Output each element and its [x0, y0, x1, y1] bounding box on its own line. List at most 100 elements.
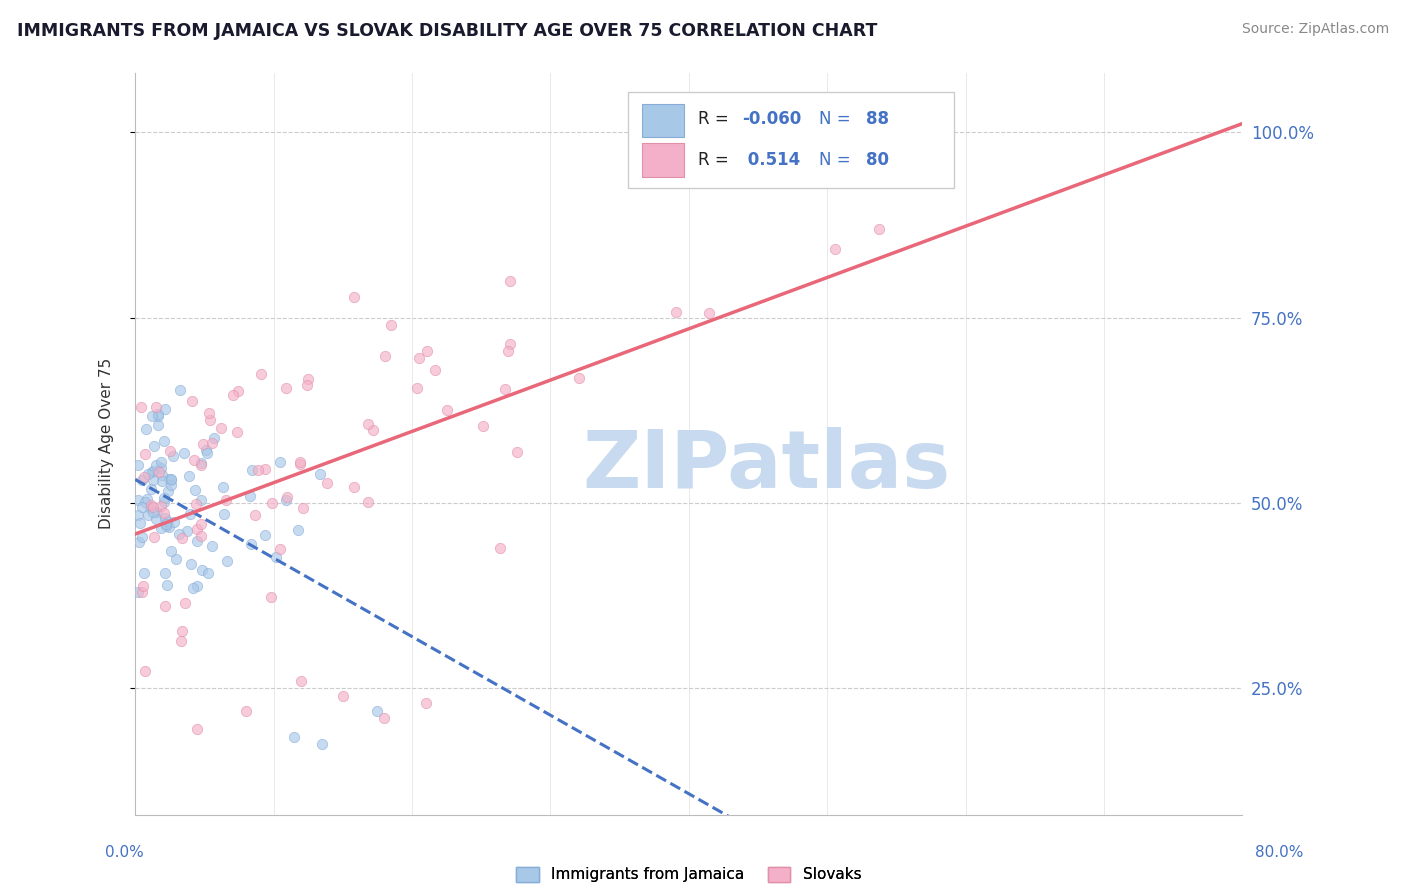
Point [181, 581, 204, 595]
Point [142, 530, 165, 544]
Point [150, 468, 173, 483]
Point [169, 384, 191, 398]
Point [423, 363, 446, 377]
Y-axis label: Disability Age Over 75: Disability Age Over 75 [100, 359, 114, 529]
Point [160, 478, 183, 492]
Text: 88: 88 [866, 110, 889, 128]
Point [146, 409, 169, 423]
Point [259, 590, 281, 604]
Point [142, 464, 165, 478]
Point [361, 423, 384, 437]
Point [342, 290, 364, 304]
Point [276, 490, 298, 504]
Point [496, 344, 519, 359]
Point [143, 439, 166, 453]
Point [162, 449, 184, 463]
Point [357, 417, 380, 431]
Point [186, 723, 208, 737]
Point [332, 689, 354, 703]
Point [132, 566, 155, 580]
Text: R =: R = [697, 151, 734, 169]
Point [198, 413, 221, 427]
Point [489, 541, 512, 555]
Point [131, 500, 153, 515]
Point [153, 507, 176, 521]
Text: Source: ZipAtlas.com: Source: ZipAtlas.com [1241, 22, 1389, 37]
Point [127, 493, 149, 508]
Point [160, 544, 183, 558]
Point [155, 516, 177, 531]
Point [131, 473, 153, 487]
Text: 0.0%: 0.0% [105, 845, 145, 860]
Point [415, 696, 437, 710]
Point [343, 480, 366, 494]
Point [136, 467, 159, 482]
Point [274, 492, 297, 507]
Point [157, 520, 180, 534]
Point [290, 674, 312, 689]
Point [156, 514, 179, 528]
Point [190, 458, 212, 472]
Point [499, 274, 522, 288]
Point [357, 495, 380, 509]
Point [226, 384, 249, 399]
Legend: Immigrants from Jamaica, Slovaks: Immigrants from Jamaica, Slovaks [510, 861, 868, 888]
Point [128, 458, 150, 473]
Point [141, 465, 163, 479]
Point [153, 402, 176, 417]
Point [316, 475, 339, 490]
Point [190, 517, 212, 532]
Point [269, 542, 291, 557]
Point [283, 730, 305, 744]
Point [134, 447, 156, 461]
Point [247, 463, 270, 477]
Point [129, 401, 152, 415]
Point [159, 444, 181, 458]
Point [172, 531, 194, 545]
Point [139, 500, 162, 515]
Point [131, 585, 153, 599]
Text: 80: 80 [866, 151, 889, 169]
Point [145, 458, 167, 472]
Point [134, 494, 156, 508]
FancyBboxPatch shape [643, 104, 685, 137]
Point [292, 500, 315, 515]
FancyBboxPatch shape [643, 144, 685, 177]
Point [134, 665, 156, 679]
Point [499, 336, 522, 351]
Point [190, 529, 212, 543]
Point [374, 349, 396, 363]
Point [150, 455, 173, 469]
Point [186, 522, 208, 536]
Point [436, 403, 458, 417]
Point [195, 442, 218, 457]
Point [128, 516, 150, 530]
Point [134, 470, 156, 484]
Point [156, 578, 179, 592]
Point [155, 519, 177, 533]
Text: IMMIGRANTS FROM JAMAICA VS SLOVAK DISABILITY AGE OVER 75 CORRELATION CHART: IMMIGRANTS FROM JAMAICA VS SLOVAK DISABI… [17, 22, 877, 40]
Point [288, 457, 311, 471]
Point [211, 421, 233, 435]
Text: -0.060: -0.060 [742, 110, 801, 128]
Point [225, 425, 247, 439]
Point [366, 704, 388, 718]
Point [146, 407, 169, 421]
Point [131, 531, 153, 545]
Point [141, 409, 163, 423]
Point [239, 489, 262, 503]
Point [167, 526, 190, 541]
Text: N =: N = [820, 110, 856, 128]
Point [150, 521, 173, 535]
Point [868, 222, 890, 236]
Text: ZIPatlas: ZIPatlas [582, 427, 950, 505]
Point [201, 436, 224, 450]
Point [197, 566, 219, 580]
Point [235, 704, 257, 718]
Text: R =: R = [697, 110, 734, 128]
Point [240, 463, 263, 477]
Point [212, 480, 235, 494]
Point [471, 419, 494, 434]
Point [274, 381, 297, 395]
Point [153, 599, 176, 613]
